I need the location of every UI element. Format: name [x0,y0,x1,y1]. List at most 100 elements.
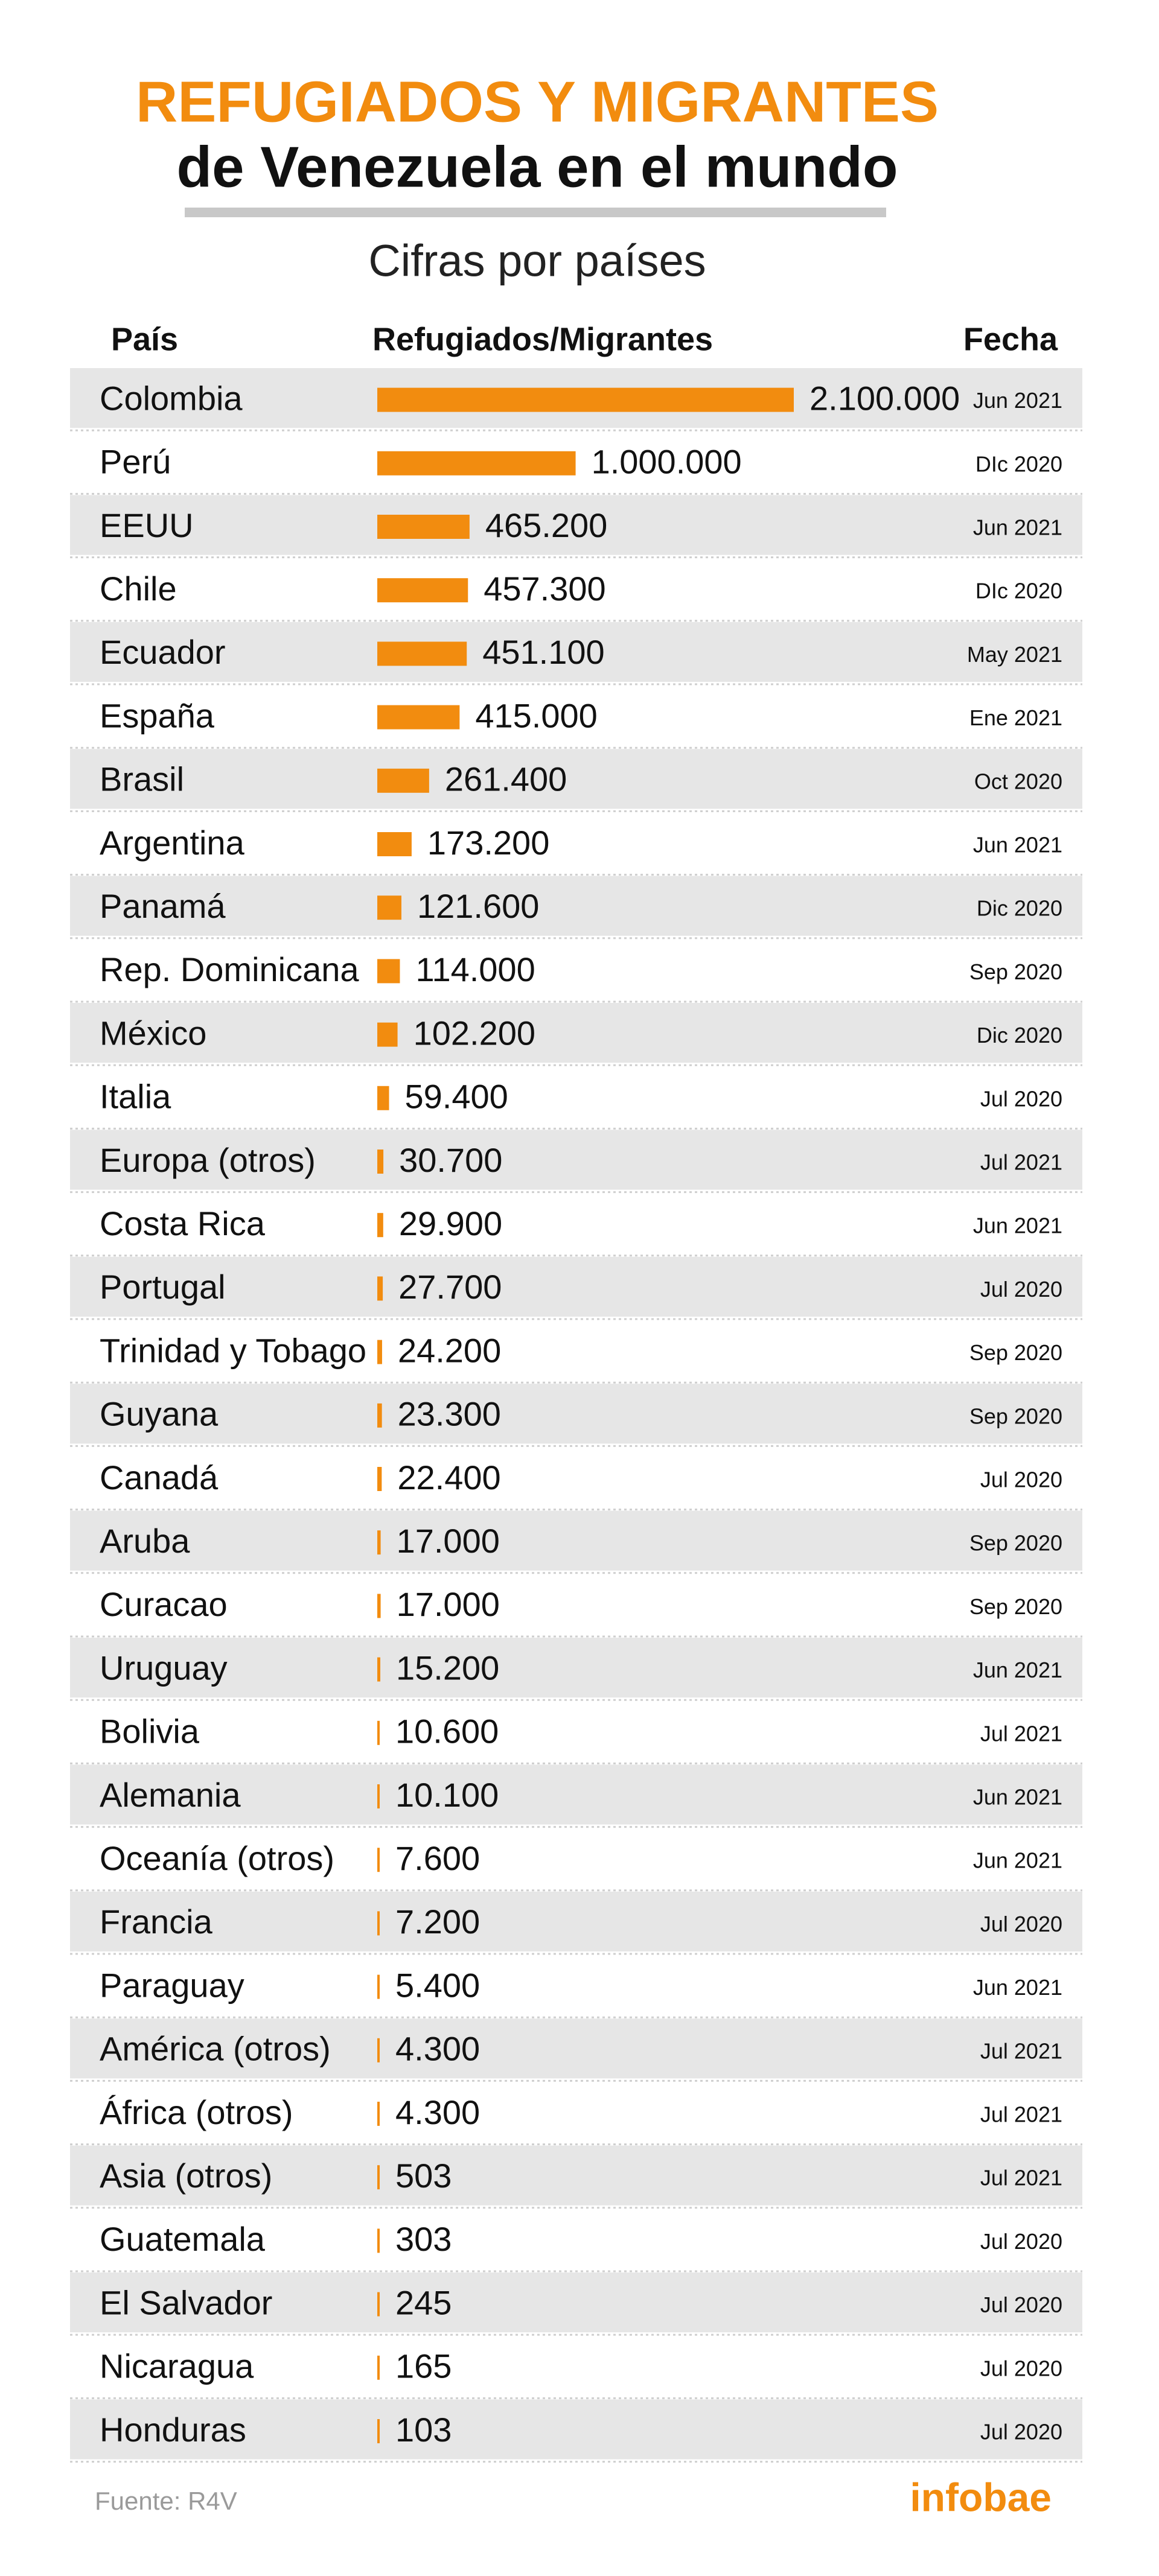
country-label: Perú [100,443,171,481]
value-label: 4.300 [395,2093,480,2131]
source: Fuente: R4V [95,2487,237,2515]
country-label: Asia (otros) [100,2157,272,2195]
value-label: 22.400 [397,1458,500,1496]
country-label: América (otros) [100,2030,331,2068]
row-background [70,1256,1082,1317]
date-label: Jul 2021 [980,2038,1062,2063]
value-label: 23.300 [398,1395,501,1433]
bar [377,2419,380,2443]
date-label: Jun 2021 [973,1848,1062,1873]
date-label: Sep 2020 [969,959,1062,984]
country-label: EEUU [100,506,194,544]
bar [377,1276,383,1301]
bar [377,1530,381,1555]
value-label: 102.200 [413,1014,535,1052]
country-label: Francia [100,1903,213,1941]
date-label: Ene 2021 [969,705,1062,730]
country-label: África (otros) [100,2093,293,2131]
value-label: 17.000 [397,1522,500,1560]
country-label: México [100,1014,206,1052]
country-label: Bolivia [100,1713,200,1751]
bar [377,2165,380,2190]
value-label: 1.000.000 [592,443,742,481]
value-label: 10.100 [395,1776,499,1814]
country-label: Europa (otros) [100,1141,316,1179]
value-label: 303 [395,2220,452,2258]
value-label: 121.600 [417,887,539,925]
value-label: 261.400 [445,760,567,798]
row-background [70,2399,1082,2460]
country-label: Italia [100,1078,171,1116]
date-label: Jul 2020 [980,2420,1062,2444]
date-label: Jul 2021 [980,2166,1062,2190]
row-background [70,1384,1082,1444]
country-label: Honduras [100,2411,246,2449]
bar [377,2038,380,2062]
value-label: 10.600 [395,1713,499,1751]
column-header: Refugiados/Migrantes [372,321,713,357]
bar [377,1403,382,1428]
date-label: May 2021 [967,642,1062,667]
country-label: Rep. Dominicana [100,950,359,988]
date-label: Jul 2021 [980,1721,1062,1746]
row-background [70,1638,1082,1698]
date-label: Sep 2020 [969,1531,1062,1556]
bar [377,1340,382,1364]
bar [377,2228,380,2253]
bar [377,1784,380,1808]
date-label: Dic 2020 [977,896,1062,921]
title-line-2: de Venezuela en el mundo [177,135,898,199]
country-label: Argentina [100,824,245,862]
bar [377,1467,382,1491]
bar [377,1086,389,1110]
country-label: Nicaragua [100,2347,254,2385]
date-label: Jun 2021 [973,1785,1062,1810]
row-background [70,1130,1082,1190]
logo: infobae [910,2475,1052,2519]
bar [377,1720,380,1745]
title-line-1: REFUGIADOS Y MIGRANTES [136,69,939,134]
country-label: Costa Rica [100,1204,266,1242]
value-label: 451.100 [482,633,604,671]
row-background [70,2145,1082,2206]
bar [377,1150,384,1174]
value-label: 4.300 [395,2030,480,2068]
row-background [70,1764,1082,1825]
date-label: Sep 2020 [969,1404,1062,1428]
table-body: Colombia Jun 2021 2.100.000 Perú DIc 2020 1.0… [70,368,1082,2463]
bar [377,387,794,412]
value-label: 15.200 [396,1649,499,1687]
value-label: 59.400 [405,1078,508,1116]
bar [377,1213,383,1238]
country-label: Oceanía (otros) [100,1839,334,1877]
date-label: Dic 2020 [977,1023,1062,1048]
country-label: Canadá [100,1458,219,1496]
value-label: 30.700 [399,1141,502,1179]
date-label: Jul 2020 [980,1468,1062,1492]
subtitle: Cifras por países [368,236,706,286]
row-background [70,1891,1082,1951]
country-label: Panamá [100,887,226,925]
value-label: 27.700 [398,1268,502,1306]
value-label: 24.200 [398,1331,501,1369]
value-label: 173.200 [427,824,549,862]
value-label: 245 [395,2283,452,2321]
date-label: Jul 2020 [980,2229,1062,2254]
date-label: DIc 2020 [975,579,1062,603]
bar [377,2102,380,2126]
country-label: Alemania [100,1776,241,1814]
date-label: Jul 2021 [980,1150,1062,1175]
row-background [70,1510,1082,1571]
value-label: 465.200 [485,506,607,544]
value-label: 17.000 [397,1585,500,1623]
date-label: Jul 2020 [980,2356,1062,2380]
bar [377,641,467,666]
title-underline [185,208,886,217]
country-label: Trinidad y Tobago [100,1331,366,1369]
value-label: 2.100.000 [809,379,960,417]
bar [377,1594,381,1618]
country-label: Portugal [100,1268,226,1306]
value-label: 503 [395,2157,452,2195]
